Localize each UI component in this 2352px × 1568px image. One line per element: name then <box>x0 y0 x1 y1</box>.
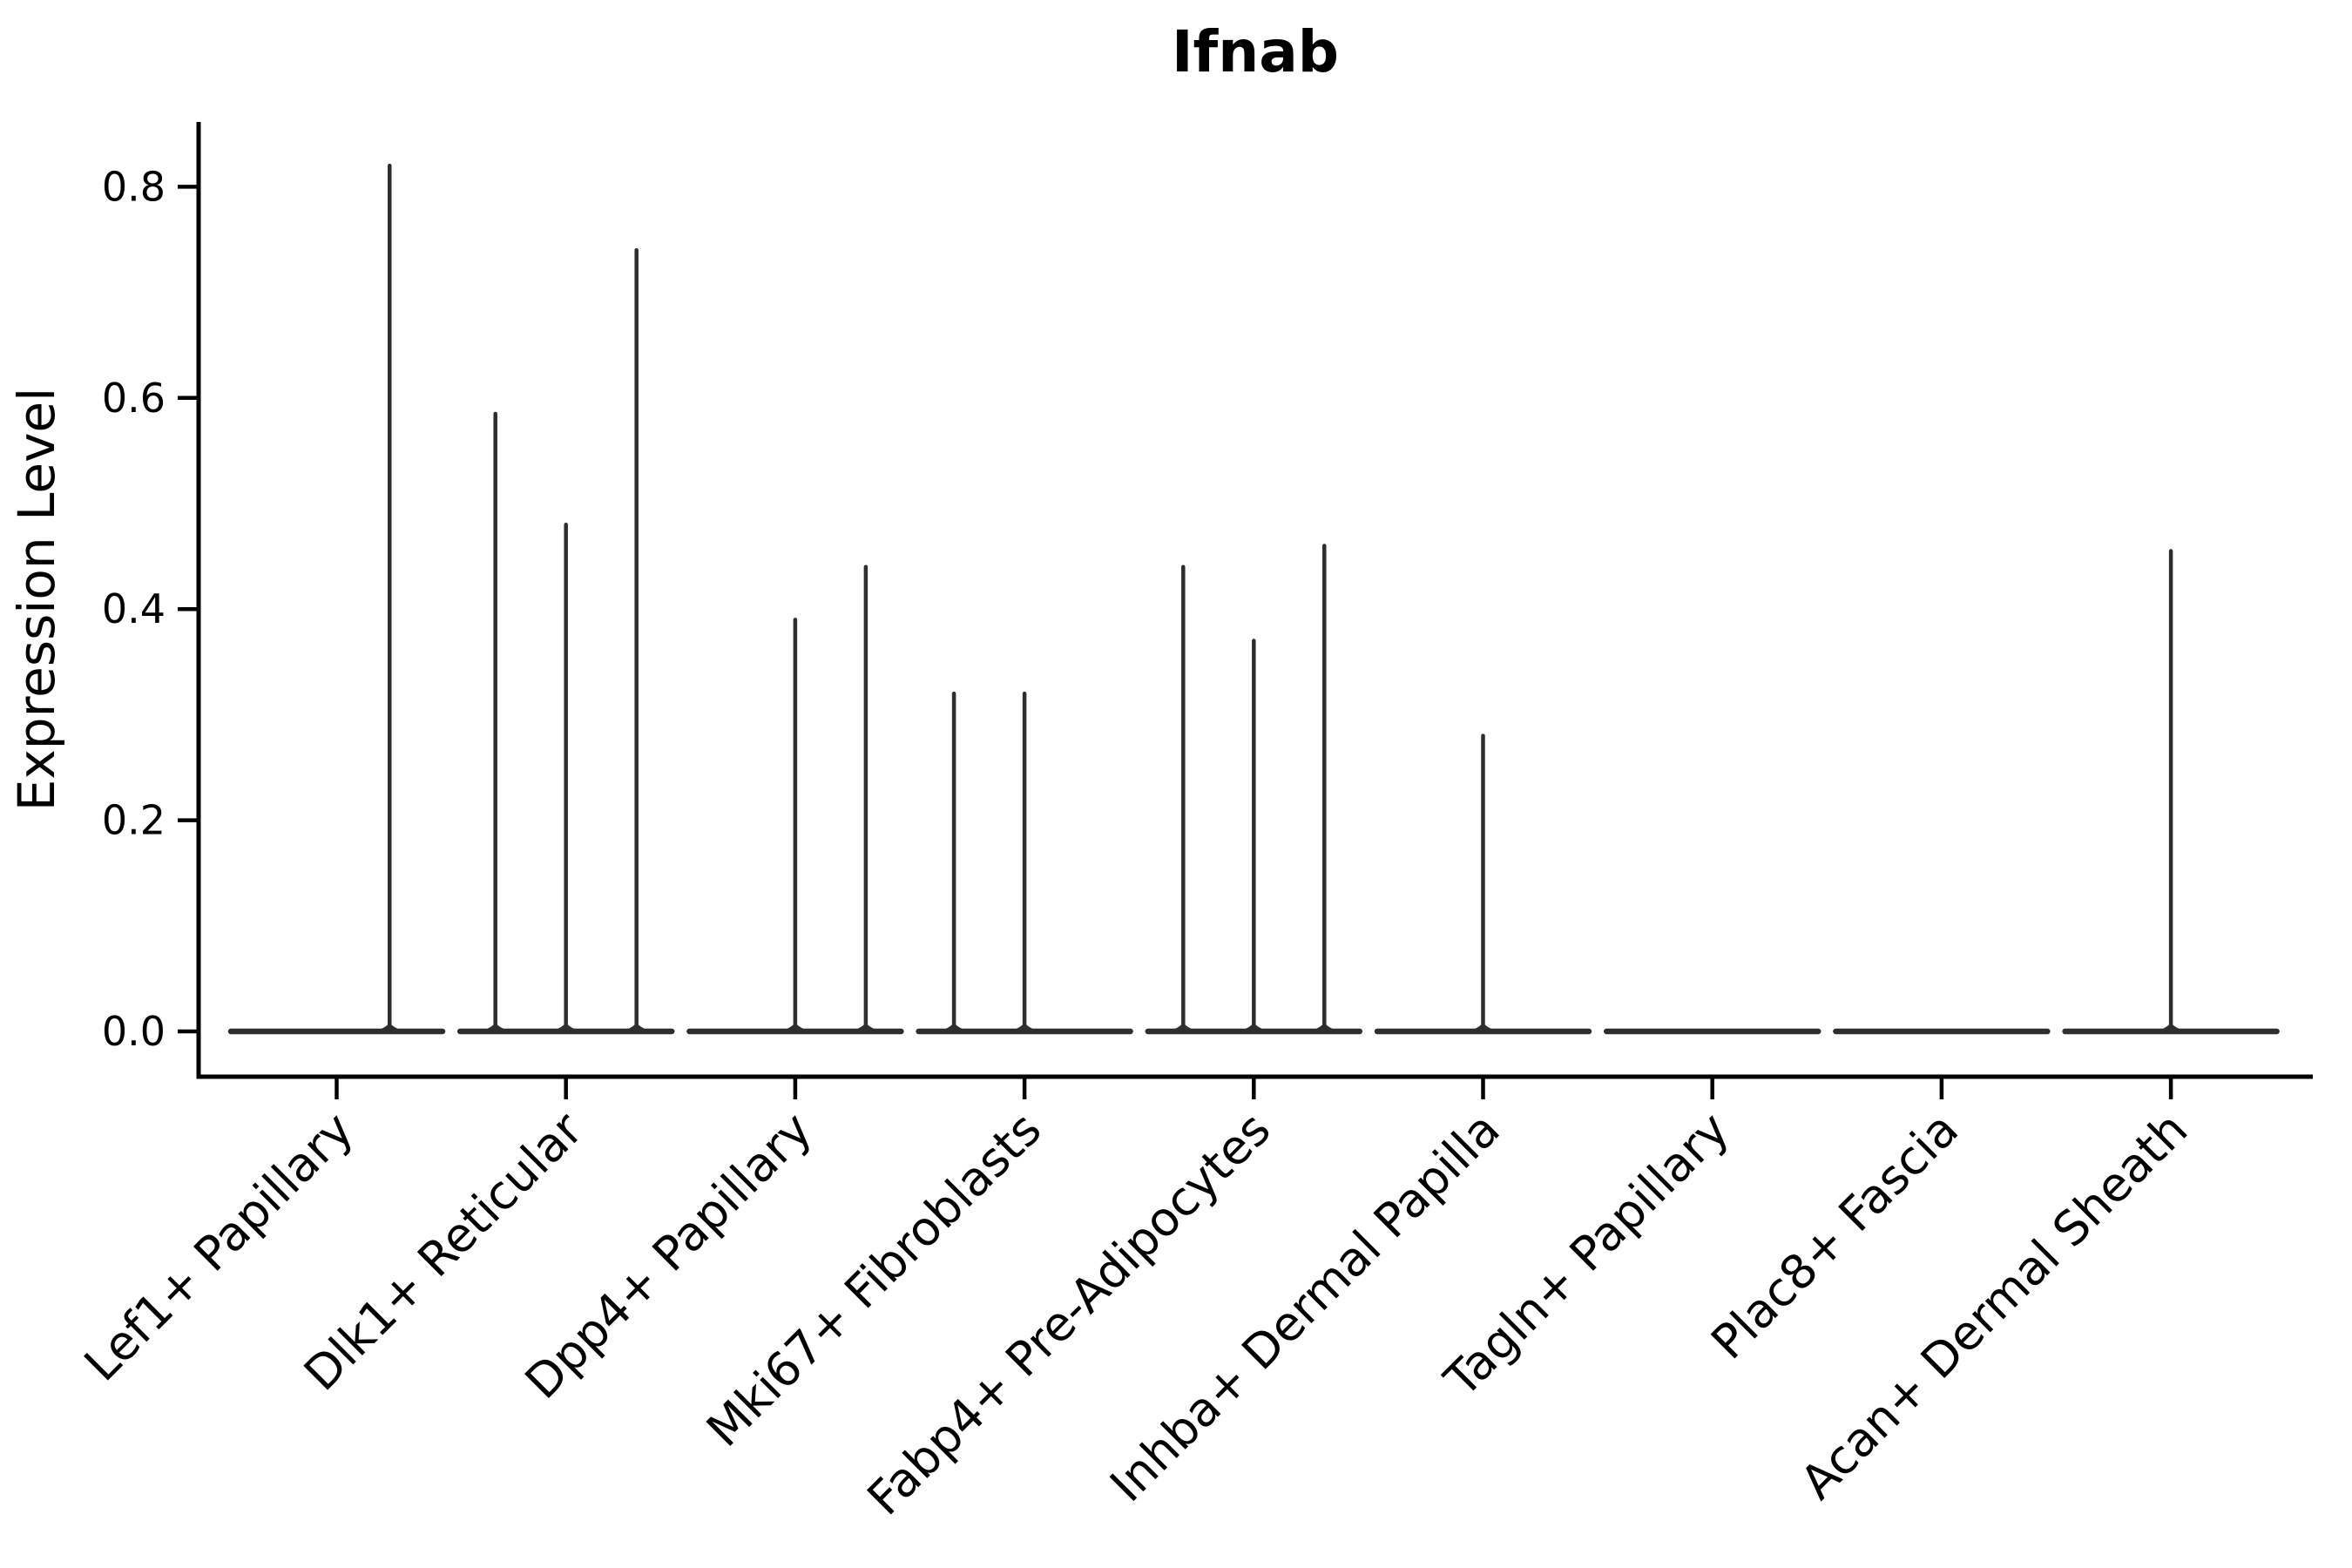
category-label: Inhba+ Dermal Papilla <box>1099 1102 1510 1512</box>
category-label: Fabp4+ Pre-Adipocytes <box>857 1102 1281 1526</box>
y-tick-label: 0.6 <box>102 375 166 422</box>
chart-title: Ifnab <box>1172 18 1339 85</box>
y-tick-label: 0.0 <box>102 1008 166 1055</box>
y-tick-label: 0.8 <box>102 163 166 210</box>
category-label: Plac8+ Fascia <box>1700 1102 1969 1370</box>
category-label: Acan+ Dermal Sheath <box>1790 1102 2198 1510</box>
y-tick-label: 0.2 <box>102 797 166 844</box>
axes-spines <box>196 122 2313 1079</box>
y-tick-label: 0.4 <box>102 585 166 632</box>
y-axis-label: Expression Level <box>7 388 66 811</box>
